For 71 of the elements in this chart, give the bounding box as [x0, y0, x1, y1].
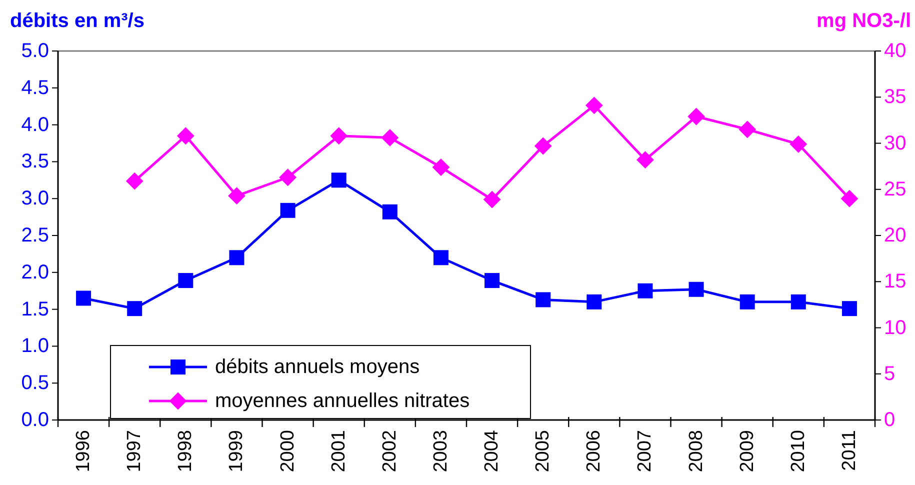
y2-tick-label: 10	[884, 316, 906, 339]
y-tick-label: 0.5	[21, 372, 49, 394]
x-tick-label: 2004	[482, 430, 503, 472]
point	[177, 127, 194, 144]
y2-tick-label: 0	[884, 409, 896, 431]
point	[688, 108, 705, 125]
y-tick-label: 4.5	[21, 76, 49, 99]
point	[740, 294, 755, 310]
point	[688, 282, 704, 297]
legend-label: moyennes annuelles nitrates	[215, 390, 470, 412]
point	[586, 294, 602, 310]
y-tick-label: 1.0	[21, 335, 49, 358]
x-tick-label: 2006	[584, 430, 605, 472]
point	[840, 190, 858, 208]
x-tick-label: 2005	[532, 430, 554, 472]
y2-tick-label: 40	[884, 40, 906, 62]
x-tick-label: 1998	[175, 430, 196, 472]
y2-tick-label: 25	[884, 178, 906, 200]
x-tick-label: 2002	[379, 430, 400, 472]
x-tick-label: 2003	[430, 430, 452, 472]
point	[484, 273, 500, 288]
x-tick-label: 2000	[277, 430, 298, 472]
point	[738, 120, 756, 138]
y-tick-label: 2.5	[21, 224, 49, 246]
y-axis-title: débits en m³/s	[10, 10, 144, 33]
y-tick-label: 4.0	[21, 114, 49, 136]
point	[126, 172, 144, 190]
point	[178, 273, 194, 288]
point	[279, 168, 296, 186]
x-tick-label: 1999	[226, 430, 248, 472]
y2-tick-label: 30	[884, 132, 906, 154]
y-tick-label: 3.5	[21, 150, 49, 173]
point	[280, 202, 296, 218]
y-tick-label: 0.0	[21, 409, 49, 431]
point	[76, 290, 92, 306]
point	[127, 301, 142, 316]
point	[790, 136, 807, 153]
y-tick-label: 3.0	[21, 188, 49, 210]
point	[331, 172, 346, 188]
y2-tick-label: 35	[884, 86, 906, 108]
y-tick-label: 2.0	[21, 261, 49, 284]
point	[382, 204, 398, 220]
point	[636, 151, 654, 168]
point	[484, 191, 501, 208]
point	[433, 250, 448, 266]
legend-label: débits annuels moyens	[215, 356, 420, 378]
point	[432, 158, 450, 176]
point	[638, 283, 653, 298]
point	[790, 294, 806, 310]
point	[228, 187, 246, 204]
point	[534, 138, 552, 155]
x-tick-label: 2007	[634, 430, 656, 472]
x-tick-label: 2010	[788, 430, 809, 472]
y2-tick-label: 20	[884, 224, 906, 246]
point	[536, 292, 551, 308]
x-tick-label: 2001	[328, 430, 350, 472]
y-tick-label: 5.0	[21, 40, 49, 62]
point	[381, 129, 398, 146]
x-tick-label: 1996	[73, 430, 94, 472]
point	[586, 96, 603, 114]
y2-tick-label: 5	[884, 362, 896, 385]
y-tick-label: 1.5	[21, 298, 49, 320]
y2-tick-label: 15	[884, 270, 906, 293]
x-tick-label: 2008	[686, 430, 707, 472]
point	[842, 301, 857, 316]
point	[330, 127, 348, 144]
point	[229, 250, 244, 266]
x-tick-label: 1997	[124, 430, 146, 472]
x-tick-label: 2011	[838, 430, 860, 471]
x-tick-label: 2009	[736, 430, 758, 472]
y2-axis-title: mg NO3-/l	[816, 10, 911, 33]
